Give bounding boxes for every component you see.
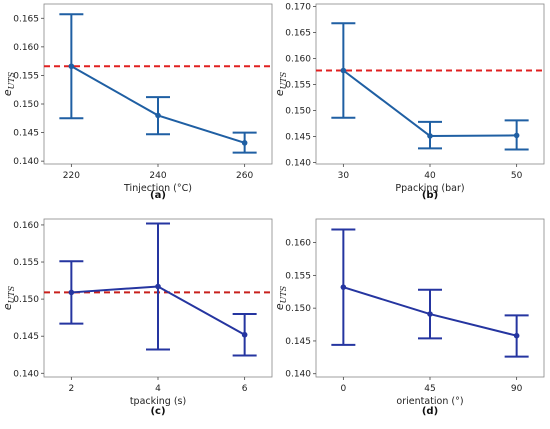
- y-axis-label-main: e: [273, 303, 286, 310]
- x-tick-label: 90: [511, 384, 523, 394]
- y-axis-label-sub: UTS: [7, 71, 16, 89]
- x-axis-label: tpacking (s): [130, 396, 186, 407]
- y-axis-label: eUTS: [273, 285, 288, 310]
- y-tick-label: 0.155: [13, 71, 39, 81]
- y-tick-label: 0.145: [285, 132, 311, 142]
- y-tick-label: 0.155: [13, 258, 39, 268]
- y-tick-label: 0.160: [285, 55, 311, 65]
- panel-label: (b): [422, 190, 438, 201]
- y-axis-label: eUTS: [1, 285, 16, 310]
- y-axis-label-main: e: [273, 89, 286, 96]
- data-point: [340, 284, 347, 290]
- panel-b: 0.140 0.145 0.150 0.155 0.160 0.165 0.170 30 40 5…: [273, 3, 545, 201]
- y-tick-label: 0.165: [285, 29, 311, 39]
- y-tick-label: 0.160: [13, 43, 39, 53]
- y-tick-label: 0.165: [13, 14, 39, 24]
- data-point: [340, 67, 347, 74]
- panel-a: 0.140 0.145 0.150 0.155 0.160 0.165 220 240 260 T…: [1, 3, 273, 201]
- y-axis-label-sub: UTS: [279, 71, 288, 89]
- y-tick-label: 0.160: [13, 221, 39, 231]
- x-tick-label: 240: [149, 171, 166, 181]
- data-point: [513, 132, 520, 139]
- y-axis-label-main: e: [1, 303, 14, 310]
- x-tick-label: 45: [424, 384, 435, 394]
- x-tick-label: 4: [155, 384, 161, 394]
- y-tick-label: 0.160: [285, 239, 311, 249]
- x-tick-label: 260: [236, 171, 253, 181]
- x-tick-label: 6: [242, 384, 248, 394]
- data-point: [427, 133, 433, 139]
- panel-label: (c): [150, 406, 165, 417]
- y-tick-label: 0.150: [13, 295, 39, 305]
- y-axis-label-sub: UTS: [279, 285, 288, 303]
- x-tick-label: 2: [68, 384, 74, 394]
- y-tick-label: 0.140: [13, 369, 39, 379]
- panel-d: 0.140 0.145 0.150 0.155 0.160 0 45 90 orientatio…: [273, 218, 545, 417]
- y-tick-label: 0.140: [285, 370, 311, 380]
- y-tick-label: 0.150: [13, 100, 39, 110]
- panel-c: 0.140 0.145 0.150 0.155 0.160 2 4 6 tpacking (s)…: [1, 218, 273, 417]
- y-axis-label: eUTS: [1, 71, 16, 96]
- y-tick-label: 0.145: [13, 332, 39, 342]
- y-axis-label-main: e: [1, 89, 14, 96]
- data-point: [68, 63, 75, 70]
- data-point: [513, 332, 520, 339]
- panel-label: (a): [150, 190, 166, 201]
- x-tick-label: 40: [424, 171, 436, 181]
- panel-label: (d): [422, 406, 438, 417]
- data-point: [427, 311, 433, 317]
- x-tick-label: 220: [63, 171, 80, 181]
- y-tick-label: 0.150: [285, 304, 311, 314]
- x-tick-label: 50: [511, 171, 523, 181]
- y-tick-label: 0.145: [285, 337, 311, 347]
- y-axis-label: eUTS: [273, 71, 288, 96]
- data-point: [68, 289, 75, 296]
- y-tick-label: 0.140: [13, 157, 39, 167]
- x-tick-label: 30: [338, 171, 350, 181]
- x-tick-label: 0: [340, 384, 346, 394]
- x-axis-label: orientation (°): [396, 396, 463, 407]
- data-point: [155, 112, 161, 119]
- data-point: [155, 283, 161, 290]
- y-tick-label: 0.155: [285, 271, 311, 281]
- data-point: [241, 331, 248, 338]
- y-tick-label: 0.150: [285, 106, 311, 116]
- x-axis-label: Ppacking (bar): [395, 183, 464, 194]
- x-axis-label: Tinjection (°C): [123, 183, 192, 194]
- y-tick-label: 0.170: [285, 3, 311, 13]
- y-tick-label: 0.155: [285, 81, 311, 91]
- y-tick-label: 0.145: [13, 129, 39, 139]
- y-axis-label-sub: UTS: [7, 285, 16, 303]
- data-point: [241, 140, 248, 146]
- y-tick-label: 0.140: [285, 158, 311, 168]
